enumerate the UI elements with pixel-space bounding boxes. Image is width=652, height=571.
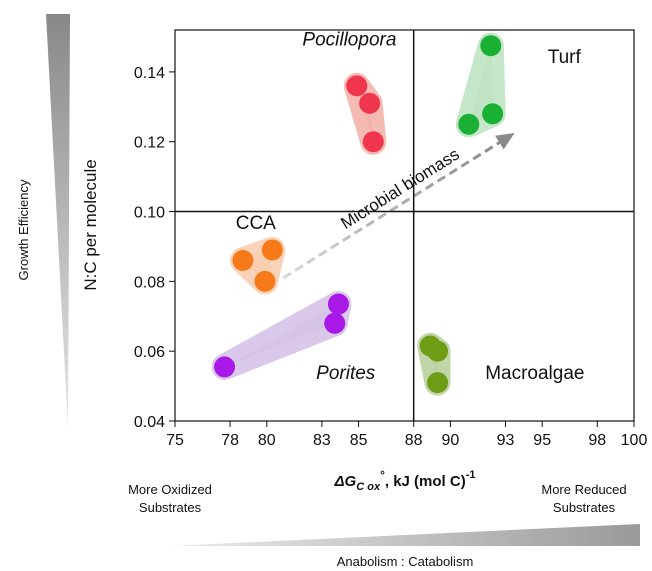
anabolism-catabolism-label: Anabolism : Catabolism — [337, 554, 474, 569]
point-porites — [214, 356, 236, 378]
y-tick-label: 0.08 — [134, 274, 165, 291]
point-turf — [482, 103, 504, 125]
x-tick-label: 98 — [588, 432, 606, 449]
point-pocillopora — [346, 75, 368, 97]
x-tick-label: 100 — [621, 432, 648, 449]
point-cca — [254, 270, 276, 292]
x-tick-label: 80 — [258, 432, 276, 449]
x-tick-label: 88 — [405, 432, 423, 449]
label-porites: Porites — [316, 363, 376, 384]
x-tick-label: 85 — [350, 432, 368, 449]
y-tick-label: 0.04 — [134, 414, 165, 431]
x-axis-degree: ° — [380, 468, 385, 482]
y-tick-label: 0.12 — [134, 135, 165, 152]
growth-efficiency-label: Growth Efficiency — [16, 179, 31, 280]
reduced-substrates-label: Substrates — [553, 500, 616, 515]
halo-porites — [211, 291, 352, 380]
y-tick-label: 0.06 — [134, 344, 165, 361]
x-axis-units-exponent: -1 — [466, 469, 476, 481]
arrow-shaft — [282, 141, 501, 280]
plot-area: Microbial biomass 75 78 80 83 85 88 90 93 95 98 10… — [134, 29, 648, 449]
oxidized-substrates-label: Substrates — [139, 500, 202, 515]
x-tick-label: 75 — [166, 432, 184, 449]
data-points — [214, 35, 504, 394]
arrow-label: Microbial biomass — [337, 145, 462, 233]
quadrant-lines — [175, 30, 634, 421]
halo-turf — [455, 32, 506, 138]
x-tick-label: 83 — [313, 432, 331, 449]
anabolism-wedge — [170, 524, 640, 546]
point-porites — [324, 312, 346, 334]
point-macroalgae — [427, 372, 449, 394]
label-turf: Turf — [548, 47, 582, 68]
x-tick-label: 78 — [221, 432, 239, 449]
point-cca — [232, 249, 254, 271]
group-labels: Pocillopora Turf CCA Porites Macroalgae — [236, 30, 585, 384]
x-axis-subscript: C ox — [356, 481, 381, 493]
x-tick-label: 93 — [497, 432, 515, 449]
point-pocillopora — [359, 92, 381, 114]
plot-frame — [174, 29, 635, 422]
y-tick-label: 0.14 — [134, 65, 165, 82]
x-axis-title: ΔGC ox°, kJ (mol C)-1 — [333, 468, 475, 493]
label-macroalgae: Macroalgae — [485, 363, 584, 384]
axis-ticks: 75 78 80 83 85 88 90 93 95 98 100 0.04 0.06 0.08 0.10 0… — [134, 65, 648, 449]
point-pocillopora — [362, 131, 384, 153]
point-turf — [480, 35, 502, 57]
microbial-biomass-arrow: Microbial biomass — [282, 132, 515, 280]
x-tick-label: 95 — [533, 432, 551, 449]
point-cca — [261, 239, 283, 261]
point-turf — [458, 113, 480, 135]
label-pocillopora: Pocillopora — [302, 30, 396, 51]
point-porites — [327, 293, 349, 315]
x-tick-label: 90 — [442, 432, 460, 449]
growth-efficiency-wedge — [46, 14, 70, 428]
point-macroalgae — [427, 340, 449, 362]
x-axis-units: , kJ (mol C) — [385, 473, 466, 490]
x-axis-delta-g: ΔG — [333, 473, 356, 490]
y-tick-label: 0.10 — [134, 205, 165, 222]
label-cca: CCA — [236, 213, 276, 234]
arrow-head — [495, 132, 515, 150]
y-axis-title: N:C per molecule — [81, 159, 100, 290]
more-reduced-label: More Reduced — [541, 482, 626, 497]
more-oxidized-label: More Oxidized — [128, 482, 212, 497]
